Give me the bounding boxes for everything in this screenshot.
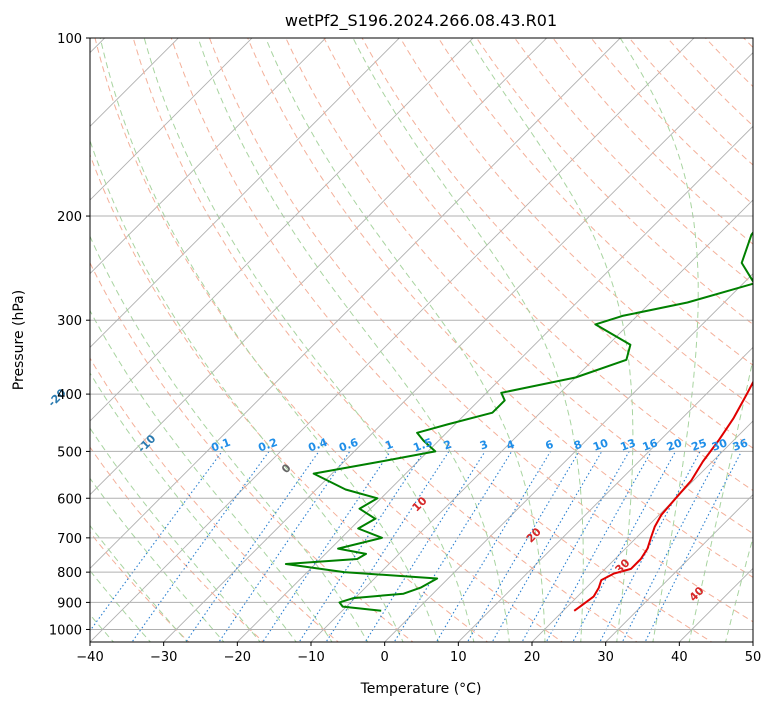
mixing-ratio-line <box>185 451 320 642</box>
isotherm-line <box>310 199 753 642</box>
mixing-ratio-line <box>325 451 450 642</box>
isotherm-line <box>90 38 253 201</box>
mixing-ratio-line <box>218 451 351 642</box>
mixing-ratio-line <box>466 451 580 642</box>
isotherm-line <box>457 346 753 642</box>
profile-line <box>284 231 753 612</box>
pressure-grid <box>90 38 753 630</box>
isotherm-line <box>531 420 753 642</box>
isotherm-line <box>605 494 753 642</box>
y-tick-label: 300 <box>57 314 82 329</box>
profile-line <box>573 380 753 612</box>
isotherm-line <box>90 38 179 127</box>
x-tick-label: −40 <box>76 650 103 665</box>
mixing-ratio-line <box>599 451 701 642</box>
y-tick-label: 800 <box>57 566 82 581</box>
mixing-ratio-line <box>621 451 722 642</box>
mixing-ratio-line <box>262 451 391 642</box>
isotherm-line <box>90 38 400 348</box>
x-tick-label: 50 <box>745 650 762 665</box>
x-tick-label: −30 <box>150 650 177 665</box>
mixing-ratio-label: 0.6 <box>337 436 360 455</box>
mixing-ratio-line <box>393 451 513 642</box>
mixing-ratio-label: 16 <box>641 436 660 454</box>
y-tick-label: 1000 <box>49 623 82 638</box>
mixing-ratio-label: 8 <box>572 438 584 453</box>
mixing-ratio-label: 36 <box>731 436 750 454</box>
mixing-ratio-label: 1 <box>383 438 395 453</box>
mixing-ratio-label: 4 <box>505 438 517 453</box>
x-tick-label: −20 <box>224 650 251 665</box>
mixing-ratio-label: 20 <box>665 436 684 454</box>
mixing-ratio-line <box>435 451 552 642</box>
mixing-ratio-label: 1.5 <box>412 436 435 455</box>
y-tick-label: 100 <box>57 32 82 47</box>
y-tick-label: 200 <box>57 210 82 225</box>
plot-frame <box>89 37 754 643</box>
isotherm-line <box>90 38 621 569</box>
x-axis: −40 −30 −20 −10 0 10 20 30 40 50 <box>76 642 761 665</box>
mixing-ratio-label: 30 <box>710 436 729 454</box>
mixing-ratio-label: 6 <box>544 438 556 453</box>
mixing-ratio-label: 13 <box>619 436 638 453</box>
y-tick-label: 400 <box>57 388 82 403</box>
mixing-ratio-label: 2 <box>442 438 454 453</box>
mixing-ratio-line <box>90 451 223 632</box>
moist-adiabat-line <box>90 139 404 642</box>
x-axis-title: Temperature (°C) <box>360 681 482 697</box>
y-tick-label: 600 <box>57 492 82 507</box>
x-tick-label: 0 <box>381 650 389 665</box>
mixing-ratio-label: 3 <box>478 438 490 453</box>
mixing-ratio-line <box>364 451 486 642</box>
mixing-ratio-label: 10 <box>591 436 610 454</box>
y-tick-label: 700 <box>57 532 82 547</box>
isotherm-line <box>90 38 695 642</box>
isotherm-line <box>236 125 753 642</box>
isotherm-line <box>90 38 327 275</box>
mixing-ratio-label: 0.2 <box>256 436 279 455</box>
mixing-ratio-label: 0.1 <box>210 436 233 455</box>
y-axis: 1000 900 800 700 600 500 400 300 200 100 <box>49 32 90 638</box>
y-tick-label: 500 <box>57 445 82 460</box>
isotherm-line <box>90 38 474 422</box>
x-tick-label: 30 <box>597 650 614 665</box>
x-tick-label: 10 <box>450 650 467 665</box>
isotherm-line <box>384 273 753 642</box>
x-tick-label: −10 <box>297 650 324 665</box>
chart-title: wetPf2_S196.2024.266.08.43.R01 <box>285 11 557 31</box>
mixing-ratio-line <box>298 451 425 642</box>
mixing-ratio-line <box>572 451 676 642</box>
mixing-ratio-label: 25 <box>690 436 709 453</box>
dry-adiabat-line <box>90 153 489 642</box>
mixing-ratio-line <box>131 451 270 642</box>
isotherm-line <box>90 38 548 496</box>
x-tick-label: 40 <box>671 650 688 665</box>
profile-series <box>284 231 753 612</box>
mixing-ratio-label: 0.4 <box>306 436 329 455</box>
dry-adiabat-line <box>90 261 414 642</box>
moist-adiabat-line <box>90 235 369 642</box>
y-tick-label: 900 <box>57 596 82 611</box>
dry-adiabat-line <box>514 38 753 285</box>
mixing-ratio-line <box>545 451 652 642</box>
x-tick-label: 20 <box>524 650 541 665</box>
y-axis-title: Pressure (hPa) <box>11 290 27 390</box>
